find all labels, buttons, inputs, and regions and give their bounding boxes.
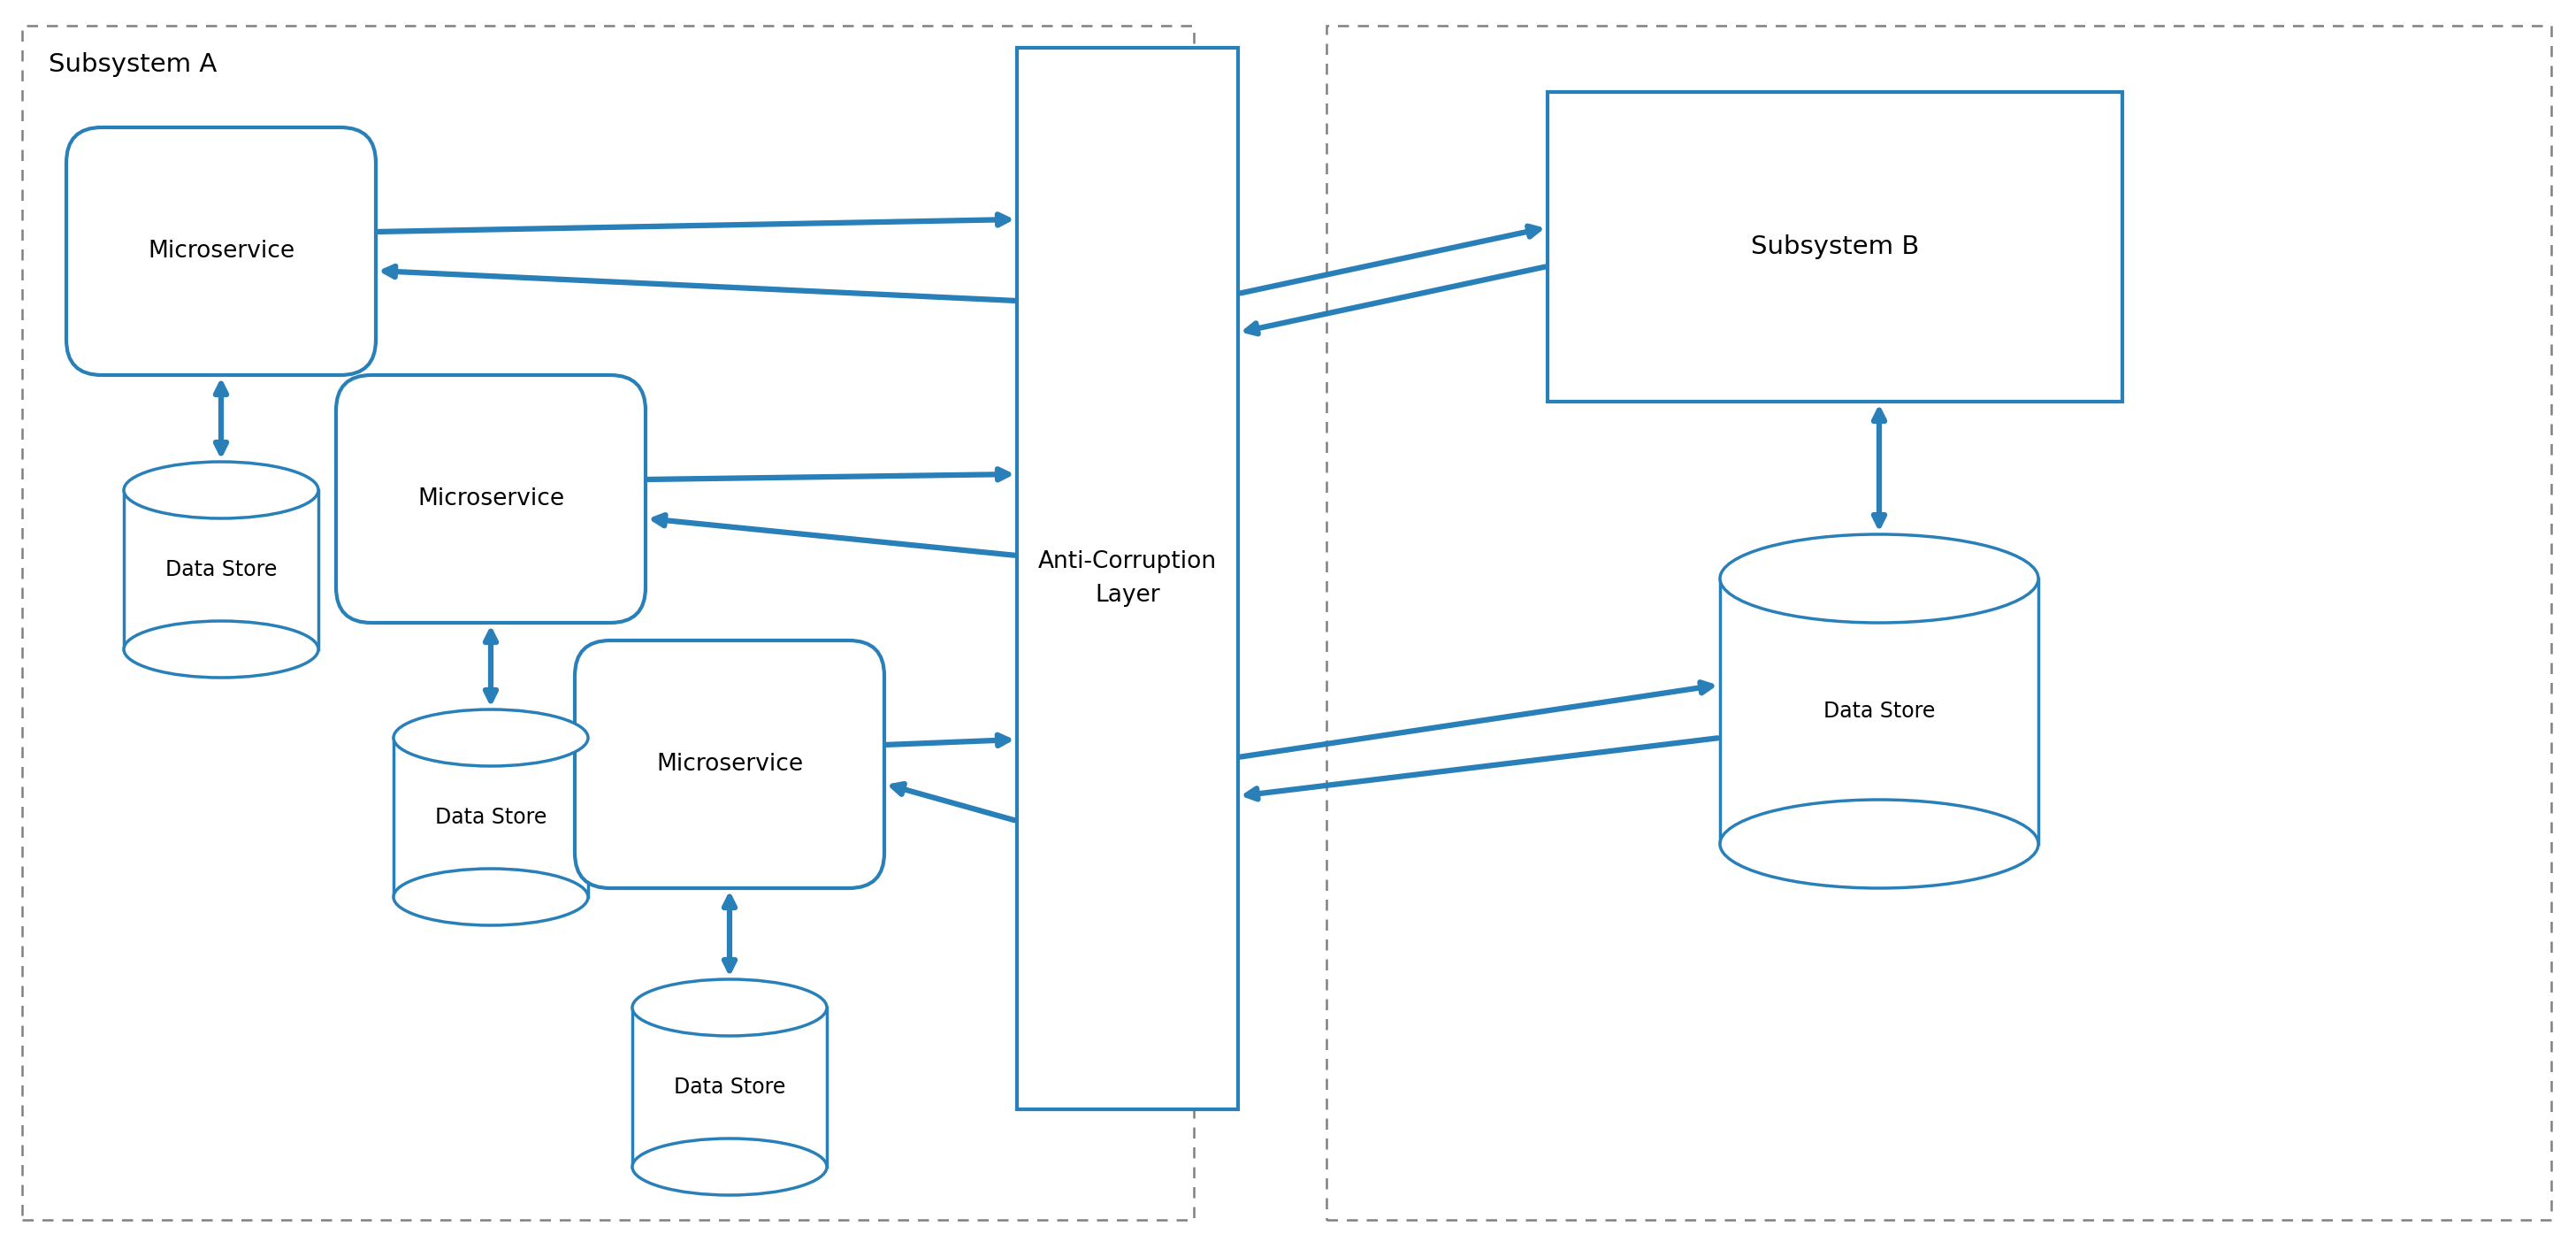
FancyBboxPatch shape bbox=[1018, 47, 1239, 1109]
Text: Anti-Corruption
Layer: Anti-Corruption Layer bbox=[1038, 550, 1216, 607]
FancyBboxPatch shape bbox=[1548, 92, 2123, 401]
Text: Microservice: Microservice bbox=[417, 487, 564, 510]
Text: Data Store: Data Store bbox=[435, 807, 546, 828]
Bar bbox=[1327, 26, 2550, 1220]
Ellipse shape bbox=[631, 979, 827, 1036]
Ellipse shape bbox=[394, 709, 587, 766]
Bar bbox=[23, 26, 1193, 1220]
Ellipse shape bbox=[631, 1139, 827, 1195]
Bar bbox=[124, 491, 319, 650]
Text: Subsystem A: Subsystem A bbox=[49, 52, 216, 77]
Ellipse shape bbox=[1721, 534, 2038, 622]
Bar bbox=[631, 1007, 827, 1166]
Text: Microservice: Microservice bbox=[657, 753, 804, 776]
Text: Microservice: Microservice bbox=[147, 240, 294, 263]
FancyBboxPatch shape bbox=[335, 375, 647, 622]
Ellipse shape bbox=[1721, 800, 2038, 888]
Text: Data Store: Data Store bbox=[675, 1077, 786, 1098]
Bar bbox=[394, 738, 587, 897]
Text: Data Store: Data Store bbox=[1824, 700, 1935, 722]
Text: Data Store: Data Store bbox=[165, 559, 278, 580]
Bar bbox=[1721, 579, 2038, 843]
FancyBboxPatch shape bbox=[574, 641, 884, 888]
Ellipse shape bbox=[124, 462, 319, 518]
FancyBboxPatch shape bbox=[67, 128, 376, 375]
Text: Subsystem B: Subsystem B bbox=[1752, 235, 1919, 260]
Ellipse shape bbox=[394, 868, 587, 925]
Ellipse shape bbox=[124, 621, 319, 678]
